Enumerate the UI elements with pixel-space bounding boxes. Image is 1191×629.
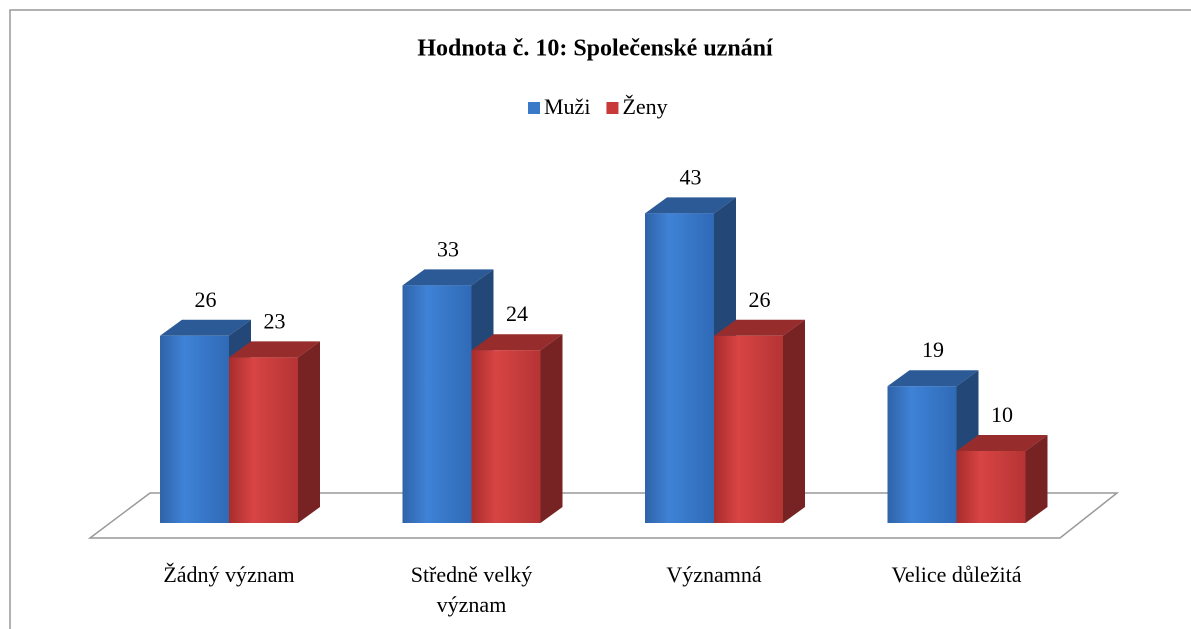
bar xyxy=(645,197,736,523)
data-label: 26 xyxy=(749,287,771,312)
bar xyxy=(956,435,1048,523)
data-label: 10 xyxy=(991,402,1013,427)
x-tick-label: Velice důležitá xyxy=(891,562,1022,587)
legend-label: Ženy xyxy=(622,94,667,119)
bar xyxy=(714,319,805,523)
data-label: 26 xyxy=(195,287,217,312)
x-tick-label: Středně velký význam xyxy=(410,562,533,617)
data-label: 24 xyxy=(506,301,528,326)
data-label: 23 xyxy=(264,308,286,333)
x-tick-label: Žádný význam xyxy=(163,562,295,587)
legend-swatch xyxy=(528,102,540,114)
bar xyxy=(471,334,563,523)
data-label: 19 xyxy=(922,337,944,362)
legend-label: Muži xyxy=(544,94,590,119)
chart-title: Hodnota č. 10: Společenské uznání xyxy=(417,36,773,62)
bar xyxy=(229,341,320,523)
legend-swatch xyxy=(606,102,619,114)
x-tick-label: Významná xyxy=(666,562,762,587)
data-label: 43 xyxy=(680,164,702,189)
data-label: 33 xyxy=(437,236,459,261)
